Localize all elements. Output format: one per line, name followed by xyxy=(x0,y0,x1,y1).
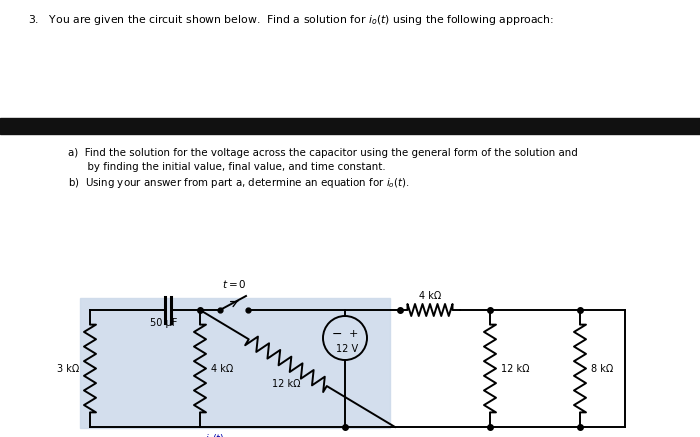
Bar xyxy=(0,118,700,134)
Text: 3 kΩ: 3 kΩ xyxy=(57,364,79,374)
Text: $t=0$: $t=0$ xyxy=(222,278,246,290)
Text: b)  Using your answer from part a, determine an equation for $i_o(t)$.: b) Using your answer from part a, determ… xyxy=(68,176,410,190)
Text: 8 kΩ: 8 kΩ xyxy=(591,364,613,374)
Text: 12 kΩ: 12 kΩ xyxy=(272,379,301,389)
Bar xyxy=(80,298,390,428)
Text: by finding the initial value, final value, and time constant.: by finding the initial value, final valu… xyxy=(68,162,386,172)
Text: +: + xyxy=(349,329,358,339)
Text: 12 V: 12 V xyxy=(336,344,358,354)
Text: $i_o(t)$: $i_o(t)$ xyxy=(205,432,225,437)
Text: 4 kΩ: 4 kΩ xyxy=(211,364,233,374)
Text: −: − xyxy=(332,327,342,340)
Text: 50 μF: 50 μF xyxy=(150,318,177,328)
Text: a)  Find the solution for the voltage across the capacitor using the general for: a) Find the solution for the voltage acr… xyxy=(68,148,578,158)
Text: 4 kΩ: 4 kΩ xyxy=(419,291,441,301)
Text: 3.   You are given the circuit shown below.  Find a solution for $i_o(t)$ using : 3. You are given the circuit shown below… xyxy=(28,13,554,27)
Text: 12 kΩ: 12 kΩ xyxy=(501,364,529,374)
